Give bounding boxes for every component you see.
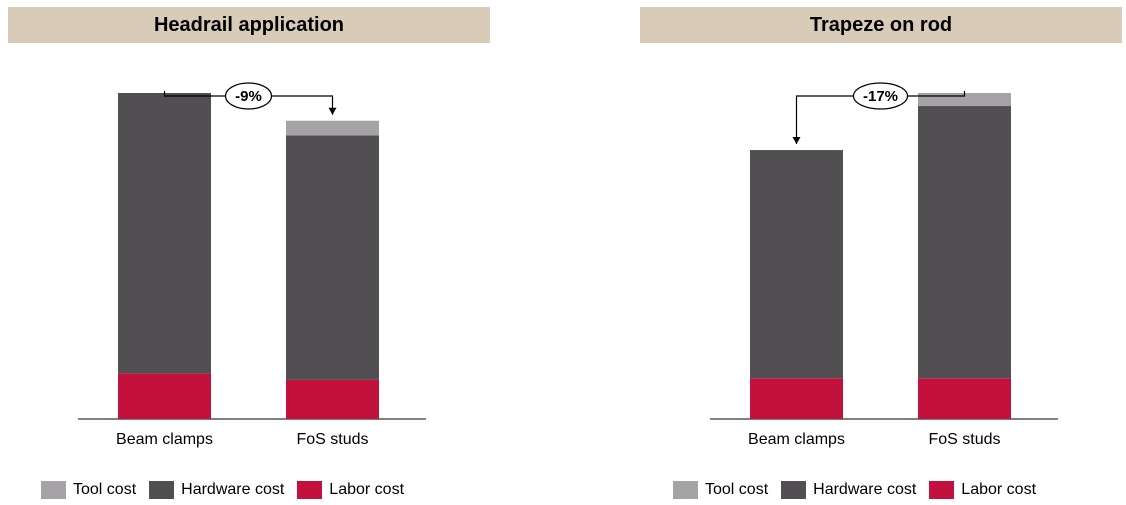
- callout-bubble: [852, 82, 909, 110]
- legend-label: Labor cost: [961, 481, 1037, 498]
- x-tick-label: FoS studs: [928, 431, 1000, 448]
- chart-legend: Tool cost Hardware cost Labor cost: [41, 481, 417, 499]
- callout-label: -9%: [235, 88, 262, 105]
- legend-swatch-hardware: [781, 481, 807, 499]
- legend-label: Hardware cost: [181, 481, 285, 498]
- chart-title: Headrail application: [8, 7, 490, 43]
- legend-label: Tool cost: [73, 481, 137, 498]
- legend-label: Hardware cost: [813, 481, 917, 498]
- callout-bubble: [224, 82, 273, 110]
- stacked-bar-chart: Beam clamps FoS studs -9%: [78, 82, 426, 448]
- stacked-bar-chart: Beam clamps FoS studs -17%: [710, 82, 1058, 448]
- legend-swatch-hardware: [149, 481, 175, 499]
- legend-swatch-labor: [929, 481, 955, 499]
- legend-item-tool: Tool cost: [673, 481, 768, 499]
- x-tick-label: Beam clamps: [748, 431, 845, 448]
- legend-item-tool: Tool cost: [41, 481, 136, 499]
- bar-segment-labor-cost: [118, 373, 211, 419]
- chart-legend: Tool cost Hardware cost Labor cost: [673, 481, 1049, 499]
- x-tick-label: Beam clamps: [116, 431, 213, 448]
- legend-label: Tool cost: [705, 481, 769, 498]
- bar-segment-labor-cost: [918, 378, 1011, 419]
- callout-arrowhead: [792, 137, 801, 145]
- legend-item-hardware: Hardware cost: [781, 481, 916, 499]
- bar-segment-hardware-cost: [286, 135, 379, 380]
- callout-arrowhead: [328, 107, 337, 115]
- callout-label: -17%: [863, 88, 898, 105]
- bar-segment-hardware-cost: [118, 93, 211, 374]
- chart-panel-trapeze: Trapeze on rod Beam clamps FoS studs -17% …: [640, 0, 1126, 505]
- bar-segment-labor-cost: [286, 379, 379, 419]
- bar-segment-hardware-cost: [750, 150, 843, 379]
- legend-item-labor: Labor cost: [297, 481, 404, 499]
- x-tick-label: FoS studs: [296, 431, 368, 448]
- bar-segment-tool-cost: [286, 120, 379, 136]
- legend-swatch-labor: [297, 481, 323, 499]
- bar-segment-labor-cost: [750, 378, 843, 419]
- legend-swatch-tool: [41, 481, 66, 499]
- chart-panel-headrail: Headrail application Beam clamps FoS stud…: [8, 0, 508, 505]
- legend-swatch-tool: [673, 481, 698, 499]
- legend-item-hardware: Hardware cost: [149, 481, 284, 499]
- bar-segment-hardware-cost: [918, 106, 1011, 379]
- chart-title: Trapeze on rod: [640, 7, 1122, 43]
- legend-label: Labor cost: [329, 481, 405, 498]
- legend-item-labor: Labor cost: [929, 481, 1036, 499]
